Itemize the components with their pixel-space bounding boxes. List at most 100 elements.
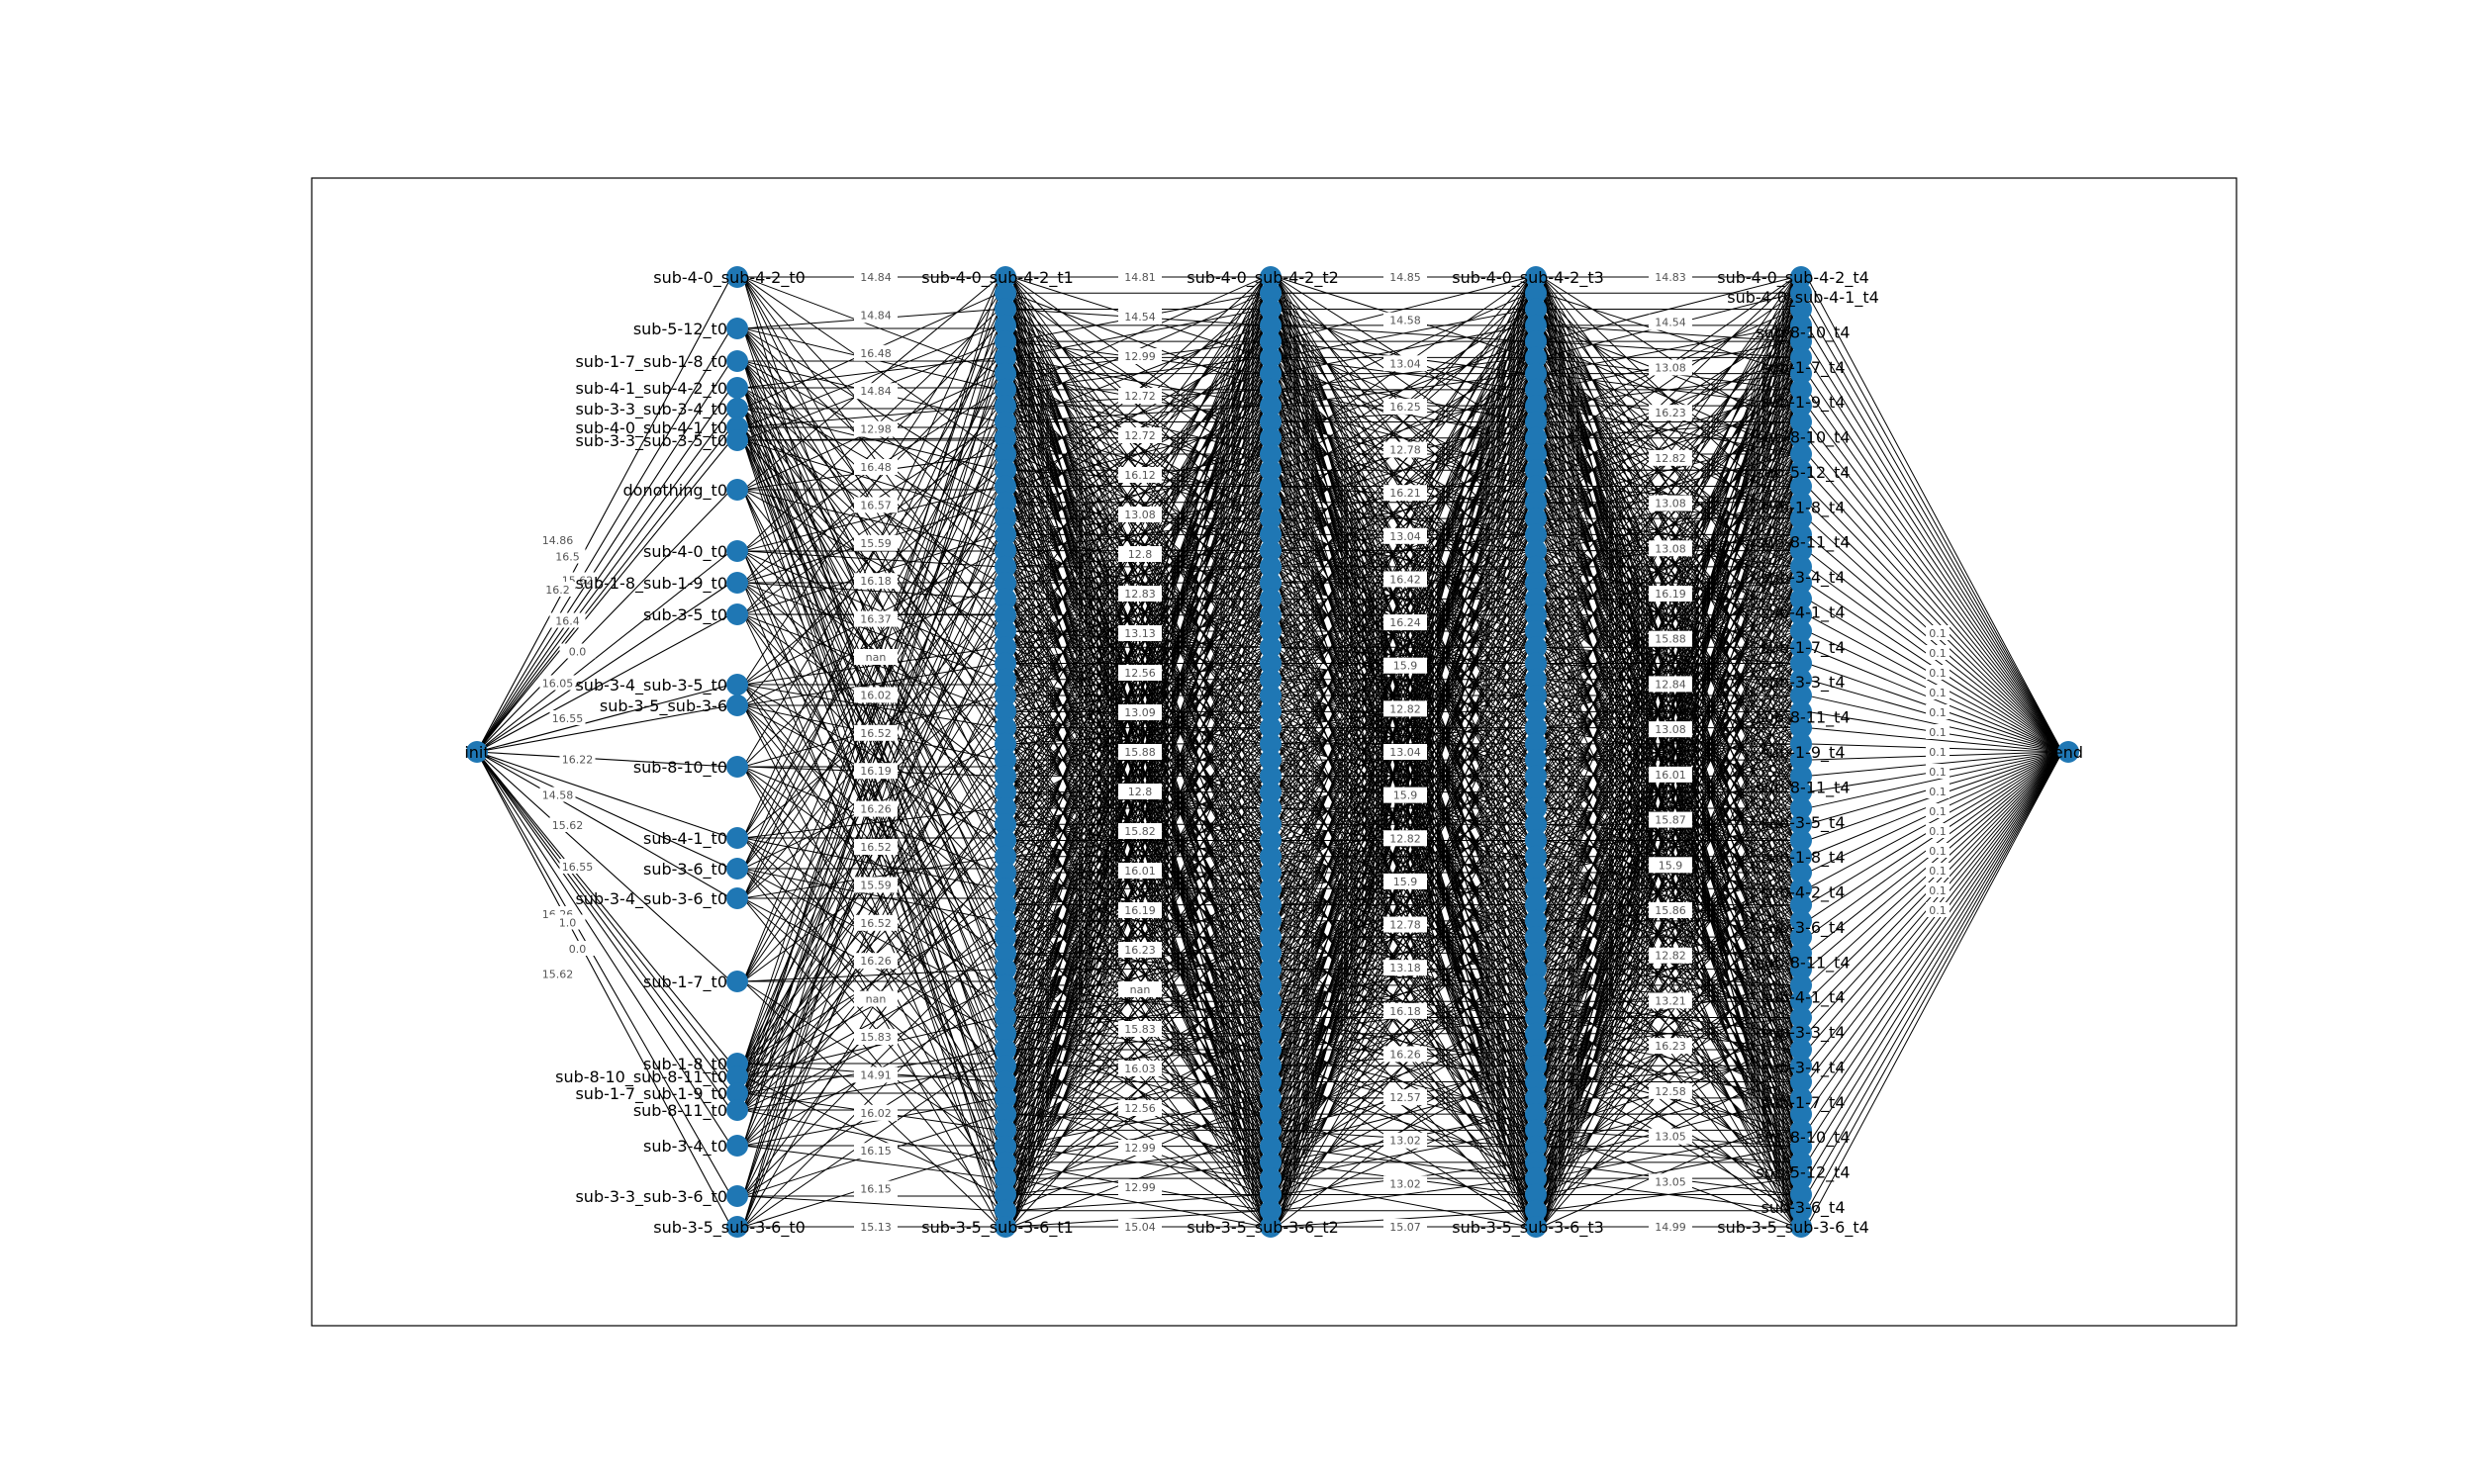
edge-stage: [742, 489, 1000, 632]
edge-label-bg: [1383, 700, 1427, 717]
edge-stage: [1010, 630, 1266, 1131]
node-t4: [1790, 652, 1812, 675]
edge-weight-label: 13.02: [1389, 1135, 1421, 1148]
edge-weight-label: 16.05: [542, 678, 574, 691]
edge-label-bg: [854, 1067, 898, 1083]
edge-stage: [1276, 663, 1531, 1211]
node-label-bottom: sub-3-5_sub-3-6_t1: [921, 1218, 1074, 1238]
node-t3: [1525, 1006, 1547, 1029]
edge-stage: [1276, 1177, 1531, 1228]
edge-label-bg: [1649, 1128, 1692, 1145]
edge-stage: [742, 550, 1000, 1099]
node-t3: [1525, 878, 1547, 900]
edge-stage: [1276, 486, 1531, 1211]
node-label-top: sub-4-0_sub-4-2_t1: [921, 268, 1074, 288]
t4-node-label: sub-3-4_t4: [1761, 1058, 1846, 1077]
node-t1: [995, 508, 1016, 530]
node-t3: [1525, 909, 1547, 932]
edge-weight-label: 15.04: [1124, 1221, 1156, 1234]
edge-label-bg: [854, 800, 898, 817]
edge-weight-label: 16.24: [1389, 616, 1421, 629]
node-t1: [995, 442, 1016, 465]
edge-stage: [1541, 953, 1796, 1179]
node-t2: [1260, 878, 1282, 900]
edge-stage: [742, 325, 1000, 584]
node-t3: [1525, 603, 1547, 626]
t4-node-label: sub-1-7_t4: [1761, 1093, 1846, 1113]
edge-stage: [742, 489, 1000, 1163]
edge-label-bg: [1118, 665, 1162, 681]
edge-stage: [1010, 904, 1266, 1195]
edge-stage: [1541, 293, 1796, 1034]
edge-label-bg: [854, 459, 898, 475]
node-t2: [1260, 732, 1282, 755]
edge-weight-label: 16.26: [860, 803, 892, 816]
node-t4: [1790, 411, 1812, 433]
node-t1: [995, 700, 1016, 723]
edge-label-bg: [854, 953, 898, 970]
edge-weight-label: nan: [1130, 983, 1151, 996]
node-t2: [1260, 1199, 1282, 1222]
node-t1: [995, 1070, 1016, 1093]
node-t3: [1525, 862, 1547, 884]
edge-weight-label: 0.1: [1929, 746, 1947, 759]
node-t4: [1790, 958, 1812, 980]
edge-label-bg: [854, 649, 898, 665]
edge-stage: [742, 276, 1000, 455]
edge-weight-label: 0.1: [1929, 825, 1947, 838]
node-t1: [995, 732, 1016, 755]
node-t1: [995, 314, 1016, 336]
edge-stage: [1541, 743, 1796, 1211]
node-t2: [1260, 990, 1282, 1013]
node-t4: [1790, 909, 1812, 932]
node-t4: [1790, 426, 1812, 449]
edge-label-bg: [854, 420, 898, 437]
node-t3: [1525, 442, 1547, 465]
edge-stage: [1541, 517, 1796, 1179]
t0-node-label: sub-3-4_sub-3-6_t0: [575, 889, 727, 909]
edge-label-bg: [1649, 902, 1692, 918]
node-t4: [1790, 1183, 1812, 1206]
edge-stage: [1010, 406, 1266, 1211]
edge-t4-end: [1806, 751, 2063, 889]
node-t2: [1260, 1006, 1282, 1029]
edge-label-bg: [1383, 1089, 1427, 1106]
node-t3: [1525, 781, 1547, 803]
edge-label-bg: [1118, 427, 1162, 443]
node-t4: [1790, 636, 1812, 659]
edge-weight-label: 16.26: [860, 955, 892, 968]
node-t3: [1525, 330, 1547, 353]
edge-init-t0: [476, 613, 732, 753]
edge-label-bg: [1383, 527, 1427, 544]
t0-node-label: sub-3-3_sub-3-4_t0: [575, 400, 727, 419]
edge-weight-label: 13.08: [1655, 542, 1686, 555]
node-t1: [995, 266, 1016, 288]
edge-stage: [742, 1195, 1000, 1212]
node-t3: [1525, 974, 1547, 996]
edge-t4-end: [1806, 751, 2063, 1099]
edge-weight-label: 14.83: [1655, 271, 1686, 284]
edge-t4-end: [1806, 751, 2063, 1115]
node-label-layer: init end sub-4-0_sub-4-2_t0 sub-3-5_sub-3-6…: [464, 268, 2083, 1238]
edge-label-bg: [1926, 645, 1950, 660]
edge-weight-label: 15.87: [1655, 814, 1686, 827]
edge-stage: [1276, 389, 1531, 922]
edge-label-bg: [1118, 388, 1162, 404]
t0-node-label: sub-1-7_sub-1-8_t0: [575, 352, 727, 372]
edge-label-bg: [1649, 359, 1692, 376]
edge-weight-label: 14.84: [860, 309, 892, 322]
edge-label-bg: [1926, 863, 1950, 878]
node-t3: [1525, 749, 1547, 772]
edge-stage: [742, 969, 1000, 1228]
edge-label-bg: [1926, 704, 1950, 719]
edge-stage: [1010, 276, 1266, 615]
node-t1: [995, 878, 1016, 900]
edge-weight-label: 16.25: [1389, 401, 1421, 414]
node-t3: [1525, 1151, 1547, 1173]
edge-stage: [1010, 293, 1266, 857]
edge-label-bg: [854, 1180, 898, 1197]
edge-stage: [1010, 293, 1266, 1082]
node-t2: [1260, 700, 1282, 723]
edge-stage: [1541, 823, 1796, 1212]
edge-weight-label: 16.4: [555, 615, 580, 628]
